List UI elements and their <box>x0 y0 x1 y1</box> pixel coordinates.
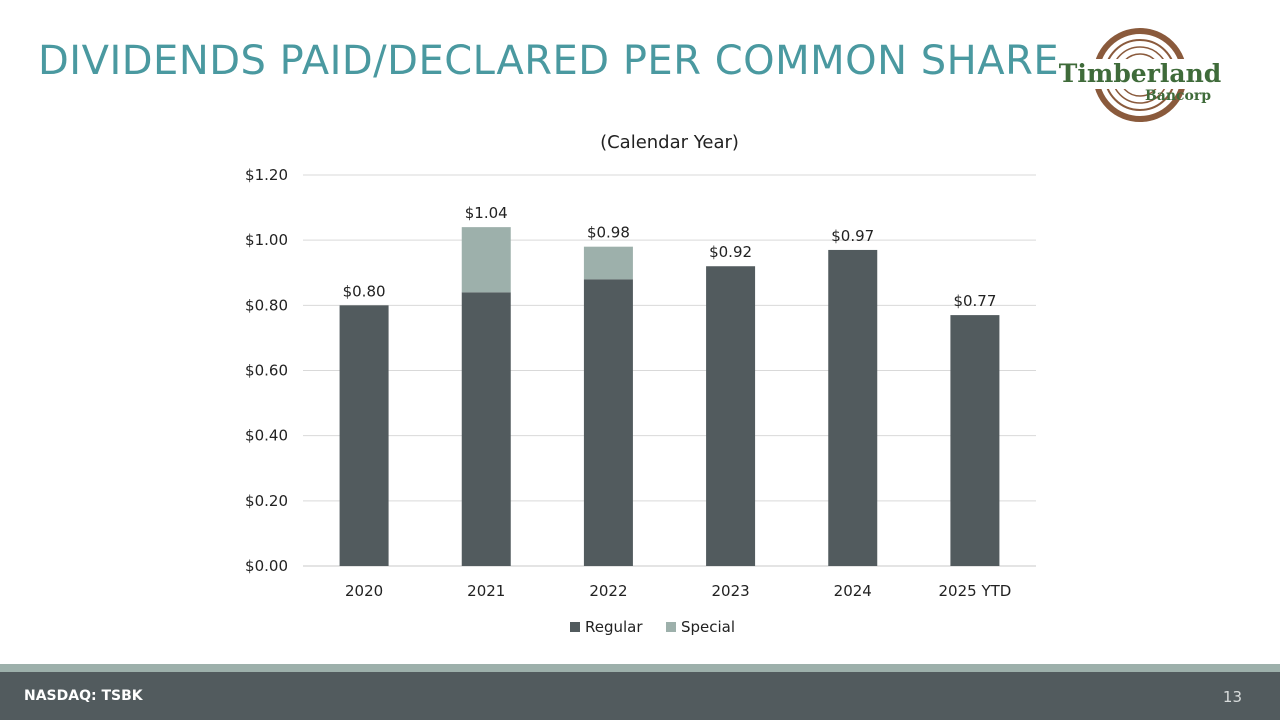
page-number: 13 <box>1222 688 1242 706</box>
chart-title: (Calendar Year) <box>600 132 739 153</box>
y-tick-label: $0.60 <box>245 362 288 380</box>
data-label: $1.04 <box>465 204 508 222</box>
bar-regular <box>828 249 878 567</box>
data-label: $0.77 <box>953 292 996 310</box>
x-tick-label: 2021 <box>467 582 505 600</box>
dividend-chart: (Calendar Year) $0.00 $0.20 $0.40 $0.60 $0.80… <box>245 132 1036 636</box>
bar-special <box>583 246 633 280</box>
legend-swatch-regular <box>570 622 580 632</box>
bar-special <box>461 227 511 293</box>
logo-subtitle: Bancorp <box>1145 88 1211 104</box>
data-label: $0.97 <box>831 227 874 245</box>
x-tick-label: 2022 <box>589 582 627 600</box>
data-label: $0.80 <box>343 282 386 300</box>
y-tick-label: $0.40 <box>245 427 288 445</box>
legend-swatch-special <box>666 622 676 632</box>
x-tick-label: 2025 YTD <box>939 582 1012 600</box>
y-tick-label: $0.80 <box>245 296 288 314</box>
bar-regular <box>706 266 756 566</box>
data-label: $0.98 <box>587 224 630 242</box>
legend-label: Regular <box>585 618 643 636</box>
y-tick-label: $1.00 <box>245 231 288 249</box>
page-title: DIVIDENDS PAID/DECLARED PER COMMON SHARE <box>38 38 1060 84</box>
ticker-label: NASDAQ: TSBK <box>24 688 143 704</box>
x-tick-label: 2024 <box>834 582 872 600</box>
company-logo: Timberland Bancorp <box>1054 26 1226 124</box>
data-label: $0.92 <box>709 243 752 261</box>
x-tick-label: 2023 <box>711 582 749 600</box>
bar-regular <box>339 305 389 566</box>
y-tick-label: $0.00 <box>245 557 288 575</box>
bar-regular <box>950 315 1000 566</box>
legend-label: Special <box>681 618 735 636</box>
footer-accent-band <box>0 664 1280 672</box>
x-tick-label: 2020 <box>345 582 383 600</box>
tree-ring-logo-icon: Timberland Bancorp <box>1058 28 1224 122</box>
bar-regular <box>461 292 511 566</box>
bar-regular <box>583 279 633 566</box>
y-tick-label: $1.20 <box>245 166 288 184</box>
logo-wordmark: Timberland <box>1059 59 1221 88</box>
footer-bar: NASDAQ: TSBK 13 <box>0 672 1280 720</box>
y-tick-label: $0.20 <box>245 492 288 510</box>
